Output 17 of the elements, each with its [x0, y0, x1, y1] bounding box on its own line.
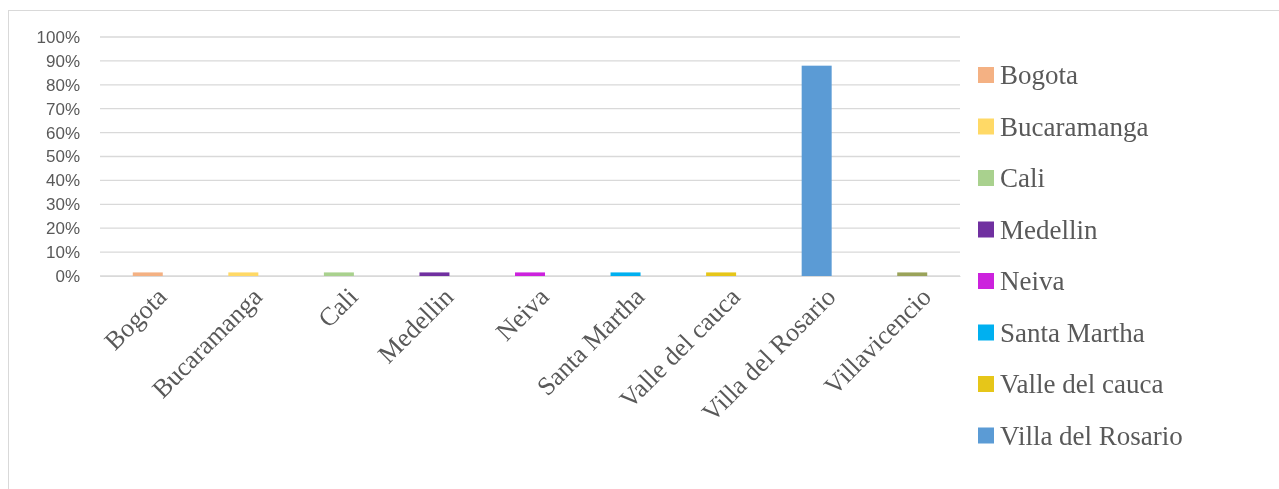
- y-tick-label: 70%: [45, 99, 80, 119]
- y-tick-label: 80%: [45, 75, 80, 95]
- y-tick-label: 0%: [55, 266, 80, 286]
- legend-label: Bogota: [1000, 60, 1079, 91]
- legend-label: Medellin: [1000, 214, 1098, 245]
- y-tick-label: 50%: [45, 147, 80, 167]
- y-tick-label: 10%: [45, 243, 80, 263]
- y-tick-label: 20%: [45, 219, 80, 239]
- y-tick-label: 100%: [36, 27, 80, 47]
- y-tick-label: 90%: [45, 51, 80, 71]
- y-tick-label: 60%: [45, 123, 80, 143]
- legend-label: Villa del Rosario: [1000, 420, 1183, 451]
- legend-label: Cali: [1000, 163, 1045, 194]
- legend-label: Bucaramanga: [1000, 111, 1149, 142]
- y-tick-label: 30%: [45, 195, 80, 215]
- y-tick-label: 40%: [45, 171, 80, 191]
- x-tick-label: Cali: [312, 282, 364, 334]
